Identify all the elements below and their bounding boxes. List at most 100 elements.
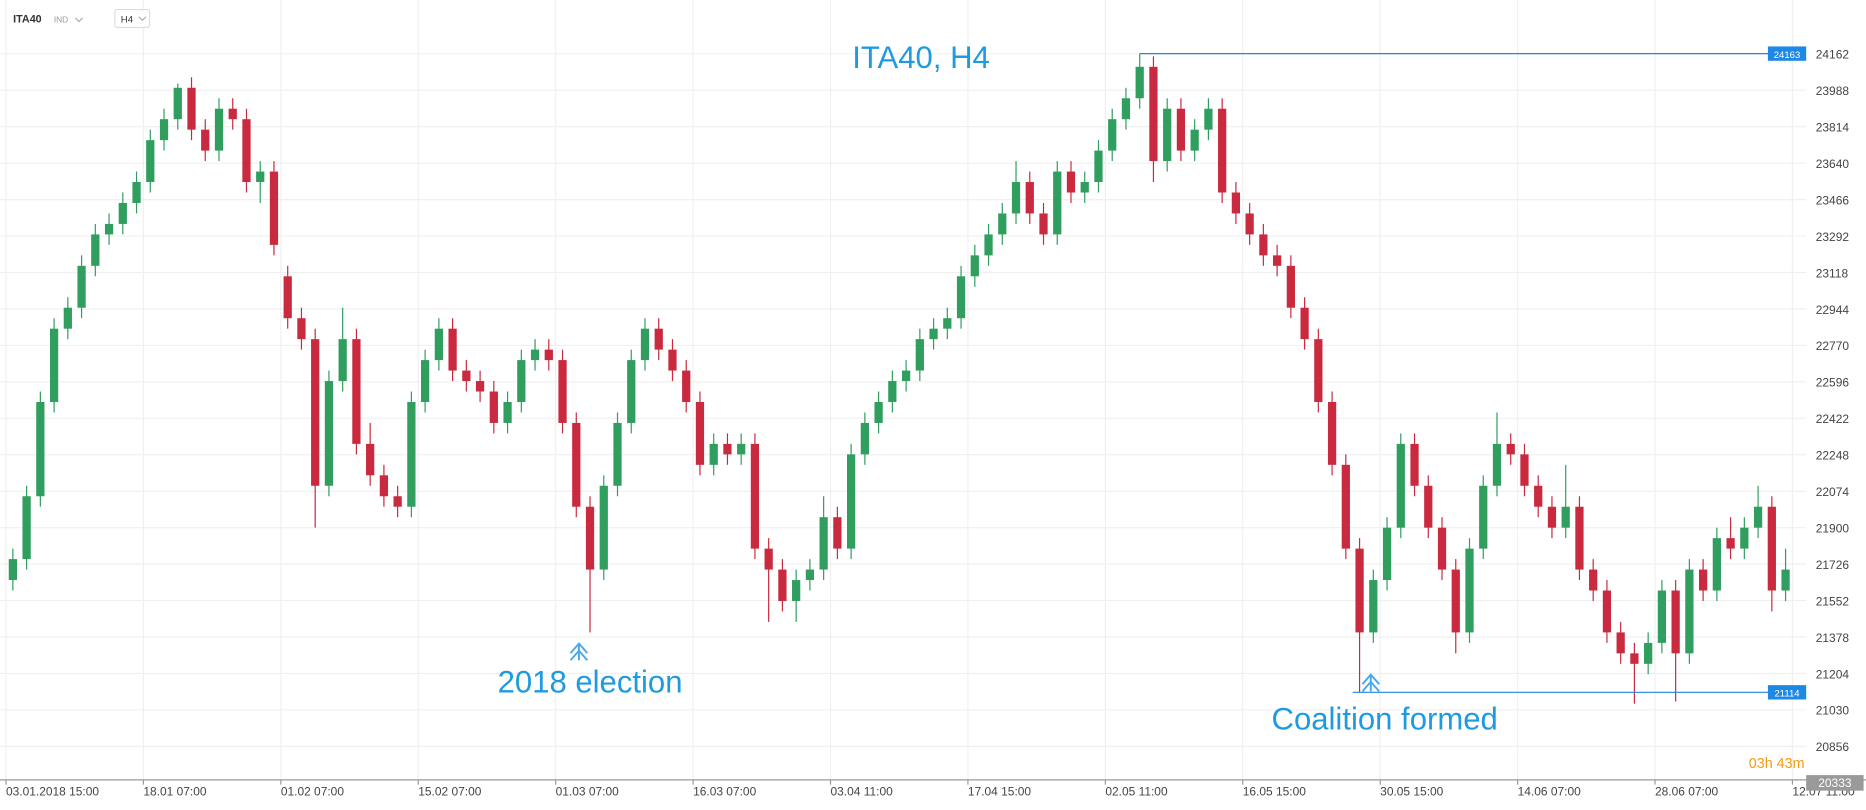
candle-body <box>173 87 182 120</box>
candle-body <box>778 569 787 601</box>
candle-body <box>1575 506 1584 570</box>
candle-body <box>1712 538 1721 591</box>
corner-badge: 20333 <box>1818 776 1852 790</box>
candle-body <box>63 307 72 329</box>
candle-body <box>1657 590 1667 643</box>
candle-body <box>1698 569 1708 591</box>
candle-body <box>475 381 485 392</box>
candle-body <box>1053 171 1062 235</box>
x-tick-label: 30.05 15:00 <box>1380 784 1443 798</box>
x-tick-label: 14.06 07:00 <box>1518 784 1581 798</box>
y-tick-label: 22596 <box>1816 376 1850 390</box>
candle-body <box>434 328 443 361</box>
candle-body <box>1231 192 1241 214</box>
candle-body <box>503 401 512 423</box>
candle-body <box>943 318 952 329</box>
candle-body <box>201 129 210 151</box>
toolbar: ITA40 IND H4 <box>13 8 151 29</box>
candle-body <box>709 443 718 465</box>
y-tick-label: 21552 <box>1816 594 1850 608</box>
y-tick-label: 24162 <box>1816 48 1850 62</box>
candle-body <box>1726 538 1735 549</box>
candle-body <box>1740 527 1749 549</box>
candle-body <box>668 349 677 371</box>
annotation-arrows <box>569 642 1380 692</box>
x-tick-label: 02.05 11:00 <box>1105 784 1168 798</box>
candle-body <box>1108 119 1117 151</box>
y-tick-label: 22944 <box>1816 303 1850 317</box>
candle-body <box>888 381 897 402</box>
x-tick-label: 16.03 07:00 <box>693 784 756 798</box>
candle-body <box>22 496 31 560</box>
x-tick-label: 15.02 07:00 <box>418 784 481 798</box>
candle-body <box>929 328 938 340</box>
arrow <box>1361 673 1380 692</box>
candle-body <box>256 171 265 183</box>
candle-body <box>1685 569 1694 654</box>
candle-body <box>1025 182 1034 214</box>
candle-body <box>1149 66 1158 162</box>
candle-body <box>654 328 663 350</box>
candle-body <box>544 349 553 361</box>
candle-body <box>572 422 581 507</box>
candle-body <box>269 171 279 245</box>
candle-body <box>104 223 114 235</box>
candle-body <box>1080 182 1089 193</box>
y-tick-label: 23118 <box>1816 266 1849 280</box>
candle-body <box>1424 485 1433 528</box>
candle-body <box>805 569 815 581</box>
x-tick-label: 01.03 07:00 <box>556 784 619 798</box>
candle-body <box>338 339 347 382</box>
candle-body <box>737 443 746 455</box>
timeframe-box[interactable] <box>114 8 151 29</box>
candle-body <box>1327 401 1337 465</box>
candle-body <box>214 108 224 151</box>
candle-body <box>1341 464 1350 549</box>
y-tick-label: 21900 <box>1816 521 1850 535</box>
candle-body <box>1437 527 1447 570</box>
candle-body <box>311 339 320 486</box>
candle-body <box>1355 548 1364 633</box>
candle-body <box>1190 129 1199 151</box>
candle-body <box>792 580 801 601</box>
candle-body <box>1039 213 1048 235</box>
candle-body <box>1382 527 1392 581</box>
symbol[interactable]: ITA40 <box>13 14 41 26</box>
x-tick-label: 03.01.2018 15:00 <box>6 784 99 798</box>
candle-body <box>1671 590 1680 654</box>
x-tick-label: 03.04 11:00 <box>831 784 894 798</box>
corner-badge-bg <box>1806 775 1864 791</box>
y-tick-label: 22770 <box>1816 339 1850 353</box>
candle-body <box>49 328 59 402</box>
y-tick-label: 21204 <box>1816 667 1850 681</box>
y-tick-label: 23292 <box>1816 230 1850 244</box>
candle-body <box>1589 569 1598 591</box>
candle-body <box>613 422 622 486</box>
candle-body <box>1479 485 1488 549</box>
candle-body <box>1121 98 1131 120</box>
candle-body <box>297 318 306 340</box>
timeframe[interactable]: H4 <box>121 15 134 26</box>
y-tick-label: 23640 <box>1816 157 1850 171</box>
dropdown-arrow <box>74 17 83 23</box>
x-tick-label: 28.06 07:00 <box>1655 784 1718 798</box>
candle-body <box>1451 569 1460 633</box>
candle-body <box>1218 108 1227 193</box>
candle-body <box>1396 443 1405 528</box>
candle-body <box>901 370 911 382</box>
candle-body <box>8 559 17 581</box>
candle-body <box>846 454 856 549</box>
annotation: Coalition formed <box>1272 702 1498 737</box>
price-label: 24163 <box>1774 50 1801 61</box>
instrument-kind[interactable]: IND <box>54 15 68 25</box>
candle-body <box>750 443 760 549</box>
candle-body <box>860 422 869 455</box>
candle-body <box>1602 590 1612 633</box>
candle-body <box>998 213 1007 235</box>
candle-body <box>1547 506 1557 528</box>
candle-body <box>146 140 155 183</box>
candle-body <box>1410 443 1419 486</box>
candle-body <box>1259 234 1268 256</box>
candle-body <box>118 202 127 224</box>
candle-body <box>159 119 169 141</box>
